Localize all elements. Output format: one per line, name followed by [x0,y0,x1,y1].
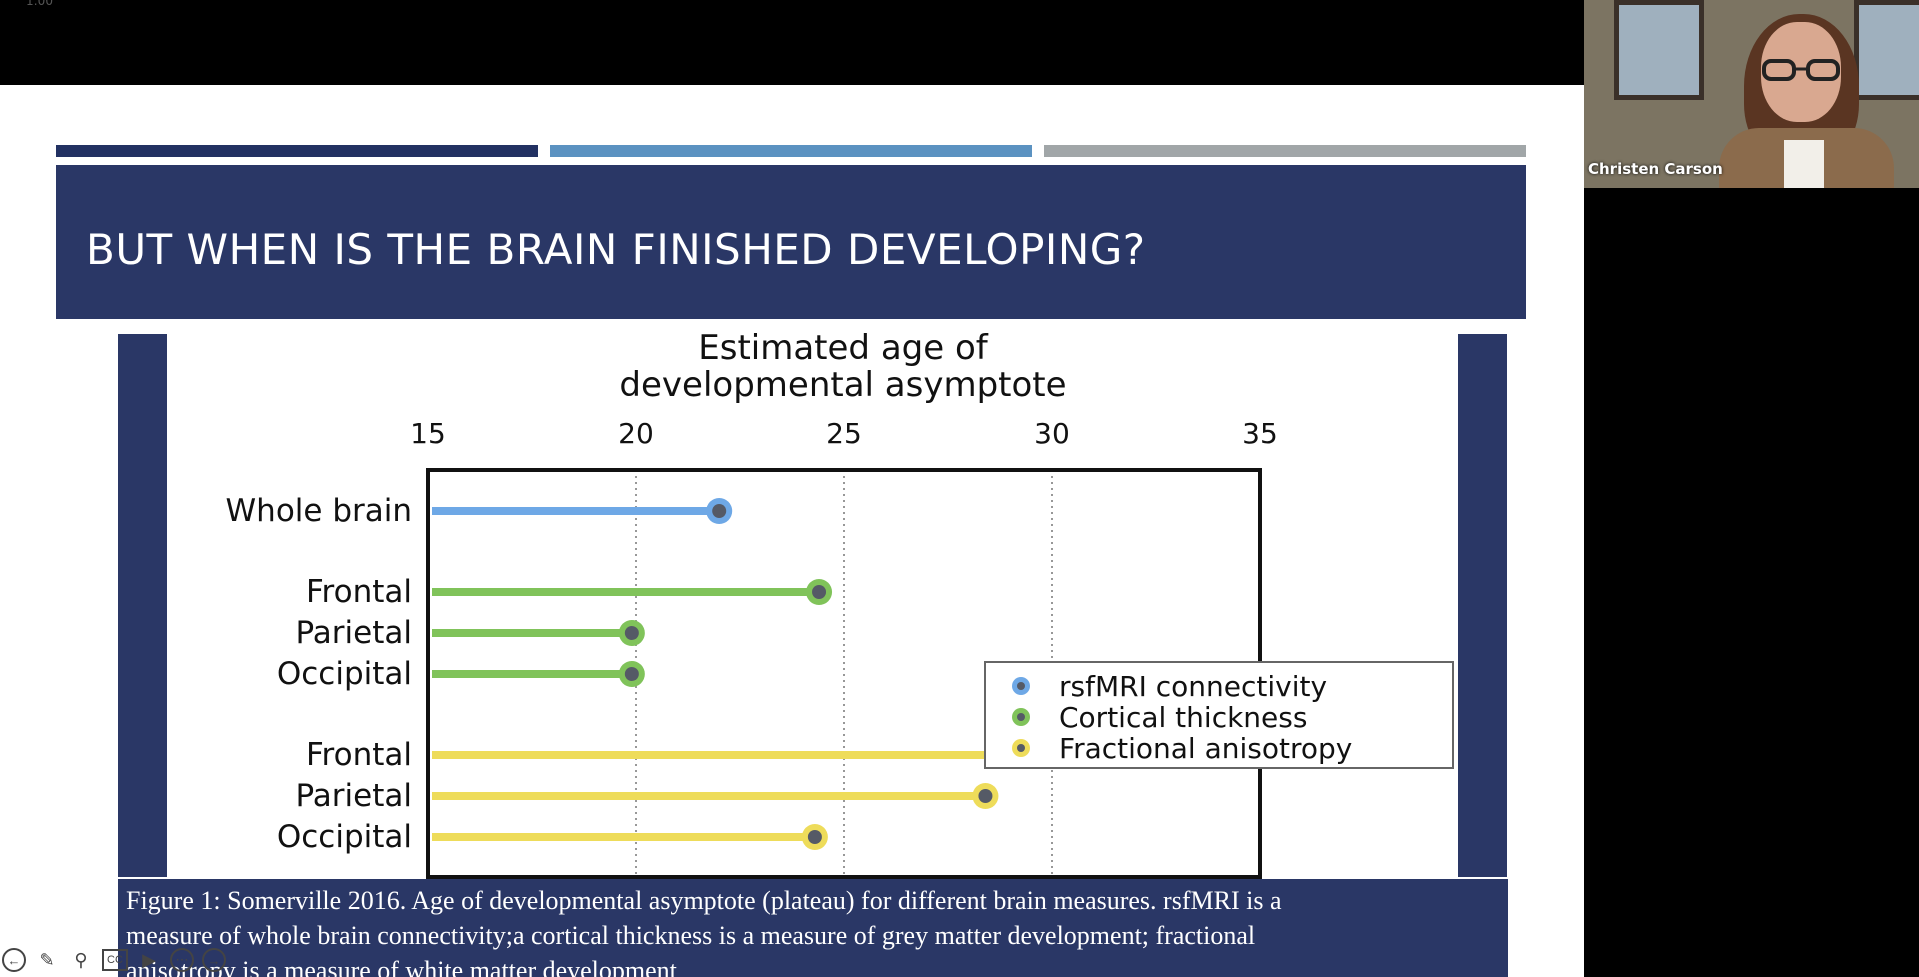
more-options-icon[interactable]: ⋯ [170,948,194,972]
caption-line-3: anisotropy is a measure of white matter … [126,956,677,977]
title-banner: BUT WHEN IS THE BRAIN FINISHED DEVELOPIN… [56,165,1526,319]
caption-line-1: Figure 1: Somerville 2016. Age of develo… [126,886,1282,915]
row-label-cortical-thickness-occipital: Occipital [277,656,412,692]
point-fractional-anisotropy-occipital [807,830,822,844]
chart-left-bar [118,334,167,877]
point-cortical-thickness-parietal [624,626,639,640]
chart-title-line-2: developmental asymptote [619,365,1066,405]
legend-label-1: rsfMRI connectivity [1059,670,1327,703]
legend-box [984,661,1454,769]
previous-icon[interactable]: ← [2,948,26,972]
closed-captions-icon[interactable]: CC [102,949,128,971]
figure-caption: Figure 1: Somerville 2016. Age of develo… [118,879,1508,977]
player-controls: ← ✎ ⚲ CC ▶ ⋯ → [2,945,226,975]
participant-video[interactable]: Christen Carson [1584,0,1919,188]
row-label-fractional-anisotropy-parietal: Parietal [296,778,413,814]
point-fractional-anisotropy-parietal [978,789,993,803]
accent-bar-3 [1044,145,1526,157]
legend-marker-core-3 [1017,744,1025,752]
chart-title-line-1: Estimated age of [698,328,989,368]
row-label-rsfmri-connectivity-whole-brain: Whole brain [226,493,412,529]
legend-marker-core-1 [1017,682,1025,690]
row-label-fractional-anisotropy-frontal: Frontal [306,737,412,773]
participant-shirt [1784,140,1824,188]
accent-bar-1 [56,145,538,157]
chart-right-bar [1458,334,1507,877]
row-label-cortical-thickness-parietal: Parietal [296,615,413,651]
legend-marker-core-2 [1017,713,1025,721]
point-cortical-thickness-frontal [812,585,827,599]
wall-picture-right [1854,0,1919,100]
x-tick-label-30: 30 [1034,417,1070,450]
video-panel: Christen Carson [1584,0,1919,977]
legend-label-2: Cortical thickness [1059,701,1307,734]
participant-name: Christen Carson [1588,160,1723,178]
row-label-cortical-thickness-frontal: Frontal [306,574,412,610]
wall-picture-left [1614,0,1704,100]
participant-face [1761,22,1841,122]
glasses-icon [1762,59,1840,81]
x-tick-label-15: 15 [410,417,446,450]
caption-line-2: measure of whole brain connectivity;a co… [126,921,1256,950]
next-icon[interactable]: → [202,948,226,972]
accent-bar-2 [550,145,1032,157]
zoom-icon[interactable]: ⚲ [74,949,88,970]
playback-timestamp: 1:00 [26,0,53,8]
video-icon[interactable]: ▶ [142,949,156,970]
player-top-bar: 1:00 [0,0,1584,85]
point-cortical-thickness-occipital [624,667,639,681]
x-tick-label-20: 20 [618,417,654,450]
pen-icon[interactable]: ✎ [39,949,55,970]
x-tick-label-35: 35 [1242,417,1278,450]
presentation-slide: BUT WHEN IS THE BRAIN FINISHED DEVELOPIN… [0,85,1584,977]
row-label-fractional-anisotropy-occipital: Occipital [277,819,412,855]
x-tick-label-25: 25 [826,417,862,450]
point-rsfmri-connectivity-whole-brain [712,504,727,518]
slide-title: BUT WHEN IS THE BRAIN FINISHED DEVELOPIN… [86,225,1146,274]
legend-label-3: Fractional anisotropy [1059,732,1352,765]
